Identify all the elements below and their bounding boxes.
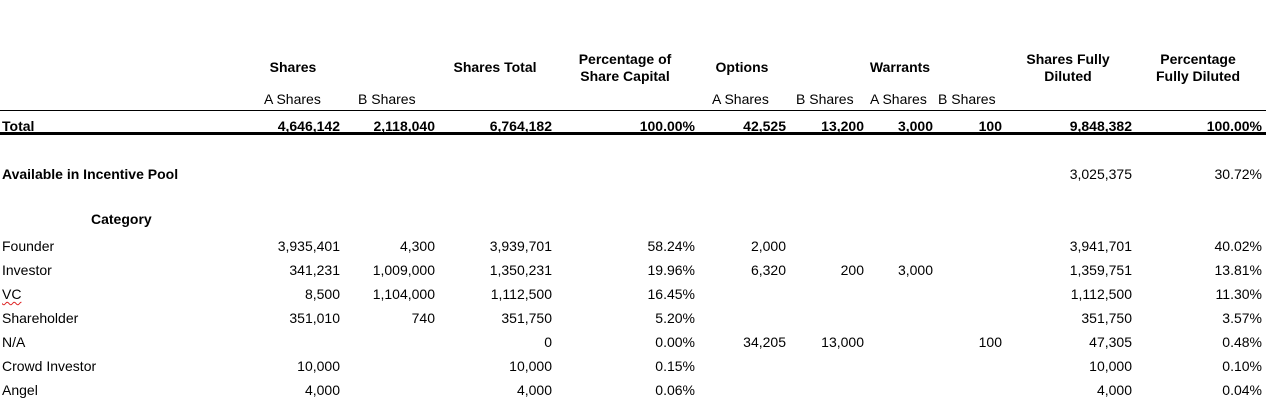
total-warrants-b: 100	[978, 118, 1002, 134]
row-pct-share-capital: 16.45%	[647, 286, 695, 302]
category-heading: Category	[91, 211, 152, 227]
row-shares-b: 1,104,000	[372, 286, 435, 302]
row-options-a: 6,320	[750, 262, 786, 278]
total-shares-a: 4,646,142	[277, 118, 340, 134]
row-pct-share-capital: 0.06%	[655, 382, 695, 398]
subheader-options-a: A Shares	[712, 91, 769, 107]
total-double-rule	[0, 132, 1266, 135]
row-pct-share-capital: 5.20%	[655, 310, 695, 326]
row-shares-fully-diluted: 1,359,751	[1069, 262, 1132, 278]
row-shares-a: 3,935,401	[277, 238, 340, 254]
total-options-a: 42,525	[743, 118, 786, 134]
row-shares-total: 1,350,231	[489, 262, 552, 278]
row-shares-b: 740	[411, 310, 435, 326]
row-shares-fully-diluted: 10,000	[1089, 358, 1132, 374]
row-shares-b: 4,300	[399, 238, 435, 254]
incentive-pool-shares-fully-diluted: 3,025,375	[1069, 166, 1132, 182]
total-shares-b: 2,118,040	[373, 118, 435, 134]
row-shares-fully-diluted: 3,941,701	[1069, 238, 1132, 254]
spellcheck-underlined-text: VC	[2, 286, 22, 302]
subheader-shares-b: B Shares	[358, 91, 416, 107]
incentive-pool-label: Available in Incentive Pool	[2, 166, 179, 182]
row-pct-fully-diluted: 11.30%	[1215, 286, 1262, 302]
header-warrants: Warrants	[869, 59, 931, 75]
row-options-a: 34,205	[743, 334, 786, 350]
row-shares-fully-diluted: 4,000	[1096, 382, 1132, 398]
row-pct-fully-diluted: 0.04%	[1222, 382, 1262, 398]
row-warrants-b: 100	[978, 334, 1002, 350]
row-shares-b: 1,009,000	[372, 262, 435, 278]
header-shares: Shares	[269, 59, 317, 75]
header-divider-line	[0, 110, 1266, 111]
row-pct-share-capital: 0.00%	[655, 334, 695, 350]
subheader-options-b: B Shares	[796, 91, 854, 107]
row-label: Investor	[2, 262, 52, 278]
row-shares-a: 351,010	[289, 310, 340, 326]
row-pct-fully-diluted: 3.57%	[1222, 310, 1262, 326]
row-label: Shareholder	[2, 310, 79, 326]
row-shares-total: 3,939,701	[489, 238, 552, 254]
row-shares-a: 10,000	[297, 358, 340, 374]
header-percentage-share-capital: Percentage of Share Capital	[578, 51, 672, 84]
row-pct-share-capital: 58.24%	[647, 238, 695, 254]
header-options: Options	[715, 59, 769, 75]
subheader-shares-a: A Shares	[264, 91, 321, 107]
row-pct-fully-diluted: 40.02%	[1214, 238, 1262, 254]
row-shares-total: 4,000	[516, 382, 552, 398]
row-shares-a: 4,000	[304, 382, 340, 398]
row-label: Angel	[2, 382, 38, 398]
subheader-warrants-a: A Shares	[870, 91, 927, 107]
total-shares-fully-diluted: 9,848,382	[1069, 118, 1132, 134]
row-shares-total: 351,750	[501, 310, 552, 326]
row-shares-fully-diluted: 351,750	[1081, 310, 1132, 326]
header-shares-fully-diluted: Shares Fully Diluted	[1026, 51, 1110, 84]
incentive-pool-percentage-fully-diluted: 30.72%	[1214, 166, 1262, 182]
row-pct-share-capital: 0.15%	[655, 358, 695, 374]
row-options-b: 13,000	[821, 334, 864, 350]
total-shares-total: 6,764,182	[489, 118, 552, 134]
row-pct-fully-diluted: 0.48%	[1222, 334, 1262, 350]
total-warrants-a: 3,000	[897, 118, 933, 134]
total-options-b: 13,200	[821, 118, 864, 134]
row-warrants-a: 3,000	[897, 262, 933, 278]
header-shares-total: Shares Total	[453, 59, 537, 75]
row-label: Crowd Investor	[2, 358, 97, 374]
header-percentage-fully-diluted: Percentage Fully Diluted	[1156, 51, 1240, 84]
row-shares-a: 341,231	[289, 262, 340, 278]
row-shares-total: 1,112,500	[490, 286, 552, 302]
row-label: Founder	[2, 238, 55, 254]
row-pct-share-capital: 19.96%	[647, 262, 695, 278]
total-percentage-fully-diluted: 100.00%	[1206, 118, 1262, 134]
row-shares-fully-diluted: 47,305	[1089, 334, 1132, 350]
row-options-a: 2,000	[750, 238, 786, 254]
row-shares-total: 10,000	[509, 358, 552, 374]
row-label: VC	[2, 286, 182, 302]
row-pct-fully-diluted: 13.81%	[1214, 262, 1262, 278]
total-percentage-share-capital: 100.00%	[639, 118, 695, 134]
row-shares-total: 0	[544, 334, 552, 350]
row-label: N/A	[2, 334, 26, 350]
row-shares-fully-diluted: 1,112,500	[1070, 286, 1132, 302]
row-shares-a: 8,500	[304, 286, 340, 302]
subheader-warrants-b: B Shares	[938, 91, 996, 107]
total-label: Total	[2, 118, 35, 134]
row-options-b: 200	[840, 262, 864, 278]
row-pct-fully-diluted: 0.10%	[1222, 358, 1262, 374]
